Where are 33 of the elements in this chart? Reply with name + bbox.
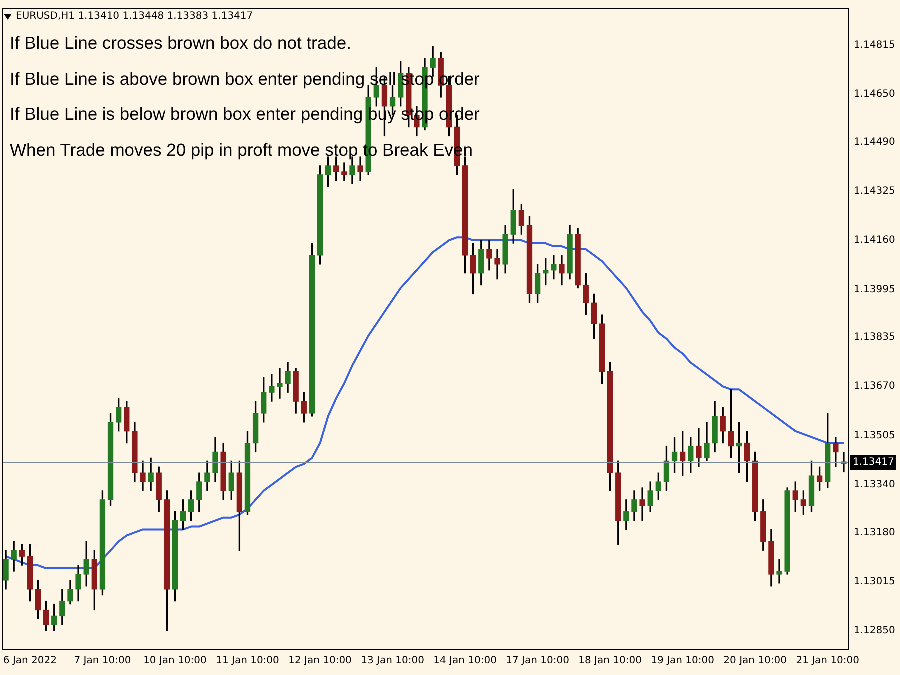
x-tick-label: 20 Jan 10:00	[724, 656, 788, 667]
x-tick-label: 10 Jan 10:00	[144, 656, 207, 667]
y-tick-label: 1.14325	[854, 186, 896, 197]
y-tick-label: 1.13180	[854, 527, 896, 538]
y-tick-label: 1.14490	[854, 136, 896, 148]
candlestick	[277, 368, 283, 399]
y-tick-label: 1.14815	[854, 40, 896, 51]
y-tick-label: 1.12850	[854, 626, 896, 637]
y-tick-label: 1.13835	[854, 332, 896, 344]
x-tick-label: 21 Jan 10:00	[796, 656, 860, 667]
y-tick-label: 1.13995	[854, 284, 896, 296]
y-tick-label: 1.14160	[854, 235, 896, 246]
x-tick-label: 14 Jan 10:00	[434, 656, 497, 667]
x-tick-label: 12 Jan 10:00	[288, 656, 352, 667]
candlestick	[640, 488, 646, 522]
x-tick-label: 7 Jan 10:00	[74, 656, 132, 667]
x-tick-label: 11 Jan 10:00	[216, 656, 280, 667]
candlestick	[342, 162, 348, 182]
annotation: If Blue Line crosses brown box do not trade.	[10, 33, 352, 54]
chart-title: EURUSD,H1 1.13410 1.13448 1.13383 1.13417	[16, 11, 254, 22]
x-tick-label: 19 Jan 10:00	[651, 656, 714, 667]
y-tick-label: 1.14650	[854, 89, 896, 100]
x-tick-label: 17 Jan 10:00	[506, 656, 570, 667]
x-tick-label: 18 Jan 10:00	[578, 656, 642, 667]
y-tick-label: 1.13015	[854, 576, 896, 588]
y-tick-label: 1.13505	[854, 430, 896, 442]
candlestick	[494, 249, 500, 280]
x-tick-label: 6 Jan 2022	[3, 656, 57, 667]
ref-line-label: 1.13417	[853, 457, 894, 468]
y-tick-label: 1.13670	[854, 381, 896, 392]
y-tick-label: 1.13340	[854, 480, 896, 491]
x-tick-label: 13 Jan 10:00	[361, 656, 424, 667]
candlestick	[776, 559, 782, 584]
